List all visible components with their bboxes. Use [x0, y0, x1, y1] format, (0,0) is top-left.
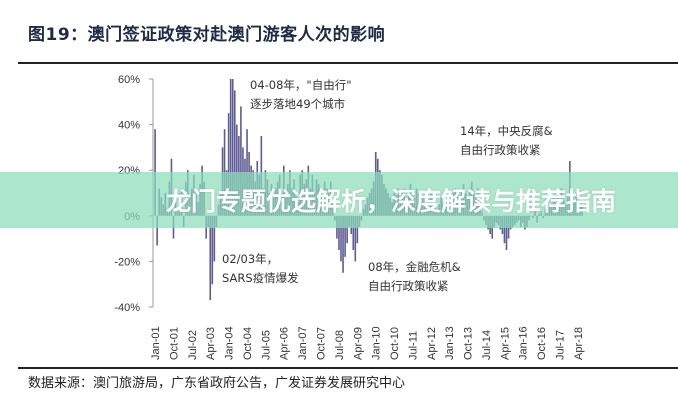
- chart-title: 图19：澳门签证政策对赴澳门游客人次的影响: [28, 25, 386, 45]
- bar: [340, 215, 342, 262]
- bar: [211, 215, 214, 285]
- bar: [356, 215, 359, 244]
- bar: [342, 215, 344, 273]
- y-tick-label: -40%: [114, 302, 140, 314]
- x-tick-label: Jul-11: [407, 331, 419, 360]
- x-tick-label: Apr-15: [499, 327, 511, 360]
- bar: [338, 215, 340, 250]
- x-tick-label: Oct-13: [463, 327, 475, 360]
- bar: [156, 215, 158, 246]
- annotation-line: 02/03年，: [222, 252, 279, 266]
- annotation-line: 自由行政策收紧: [460, 143, 541, 157]
- bar: [213, 215, 216, 262]
- x-tick-label: Oct-16: [536, 327, 548, 360]
- top-rule: [18, 62, 678, 64]
- x-tick-label: Apr-12: [426, 327, 438, 360]
- annotation-line: 04-08年，"自由行": [250, 78, 352, 92]
- x-tick-label: Jan-16: [518, 326, 530, 360]
- annotation-line: 08年，金融危机&: [368, 260, 461, 274]
- source-note: 数据来源：澳门旅游局，广东省政府公告，广发证券发展研究中心: [28, 376, 406, 391]
- bar: [209, 215, 212, 301]
- y-tick-label: 60%: [118, 74, 140, 86]
- x-tick-label: Jan-10: [371, 326, 383, 360]
- bar: [344, 215, 346, 257]
- annotation-line: 逐步落地49个城市: [250, 97, 346, 111]
- x-tick-label: Jan-13: [444, 326, 456, 360]
- x-tick-label: Jan-04: [224, 326, 236, 360]
- bar: [227, 113, 230, 216]
- x-tick-label: Apr-09: [352, 327, 364, 360]
- annotation-line: 自由行政策收紧: [368, 279, 449, 293]
- x-tick-label: Oct-10: [389, 327, 401, 360]
- bar: [505, 215, 508, 250]
- y-tick-label: -20%: [114, 256, 140, 268]
- x-tick-label: Oct-07: [315, 327, 327, 360]
- x-tick-label: Jan-07: [297, 326, 309, 360]
- x-tick-label: Jul-08: [334, 330, 346, 360]
- x-tick-label: Apr-06: [279, 327, 291, 360]
- bar: [229, 79, 232, 216]
- bar: [352, 215, 355, 250]
- x-tick-label: Apr-18: [573, 327, 585, 360]
- x-tick-label: Apr-03: [205, 327, 217, 360]
- annotation-anticorruption: 14年，中央反腐& 自由行政策收紧: [460, 122, 553, 160]
- x-tick-label: Jul-05: [260, 330, 272, 360]
- bar: [354, 215, 357, 262]
- annotation-financial-crisis: 08年，金融危机& 自由行政策收紧: [368, 258, 461, 296]
- bar: [236, 124, 238, 216]
- bar: [231, 79, 234, 216]
- annotation-sars: 02/03年， SARS疫情爆发: [222, 250, 299, 288]
- x-tick-label: Jul-14: [481, 330, 493, 360]
- bottom-rule: [18, 367, 678, 369]
- bar: [503, 215, 506, 244]
- x-tick-label: Oct-01: [168, 327, 180, 360]
- annotation-line: SARS疫情爆发: [222, 271, 299, 285]
- x-axis: Jan-01 Oct-01 Jul-02 Apr-03 Jan-04 Oct-04 Jul-…: [150, 326, 585, 360]
- x-tick-label: Jul-17: [555, 330, 567, 360]
- x-tick-label: Jan-01: [150, 326, 162, 360]
- banner-text: 龙门专题优选解析，深度解读与推荐指南: [166, 187, 617, 216]
- x-tick-label: Jul-02: [187, 330, 199, 360]
- annotation-line: 14年，中央反腐&: [460, 124, 553, 138]
- bar: [346, 215, 348, 244]
- y-tick-label: 40%: [118, 120, 140, 132]
- bar: [233, 90, 236, 216]
- bar: [240, 106, 242, 216]
- annotation-free-travel: 04-08年，"自由行" 逐步落地49个城市: [250, 76, 352, 114]
- overlay-banner: 龙门专题优选解析，深度解读与推荐指南: [0, 172, 678, 228]
- x-tick-label: Oct-04: [242, 327, 254, 360]
